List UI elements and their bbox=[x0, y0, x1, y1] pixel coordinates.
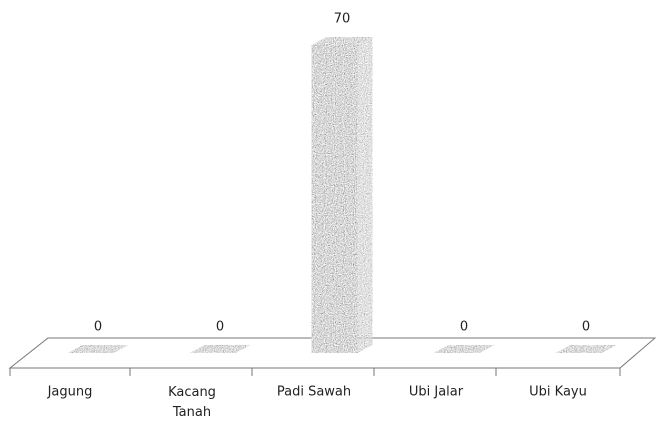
x-tick-label: Padi Sawah bbox=[277, 385, 351, 400]
value-label: 0 bbox=[582, 320, 590, 335]
bar bbox=[555, 345, 617, 353]
bar bbox=[189, 345, 251, 353]
x-tick-label: Ubi Kayu bbox=[529, 385, 587, 400]
x-tick-label: Ubi Jalar bbox=[409, 385, 464, 400]
bar-front bbox=[311, 45, 358, 353]
bar-top bbox=[189, 345, 251, 353]
value-label: 0 bbox=[460, 320, 468, 335]
bar-top bbox=[311, 37, 373, 45]
bar bbox=[311, 37, 373, 353]
bar-side bbox=[357, 37, 373, 353]
bar bbox=[433, 345, 495, 353]
value-label: 0 bbox=[94, 320, 102, 335]
x-tick-label: Jagung bbox=[47, 385, 93, 400]
bar-top bbox=[433, 345, 495, 353]
value-label: 0 bbox=[216, 320, 224, 335]
x-tick-label: Kacang Tanah bbox=[168, 385, 216, 420]
value-label: 70 bbox=[334, 12, 351, 27]
bar bbox=[67, 345, 129, 353]
bar-top bbox=[555, 345, 617, 353]
bar-top bbox=[67, 345, 129, 353]
